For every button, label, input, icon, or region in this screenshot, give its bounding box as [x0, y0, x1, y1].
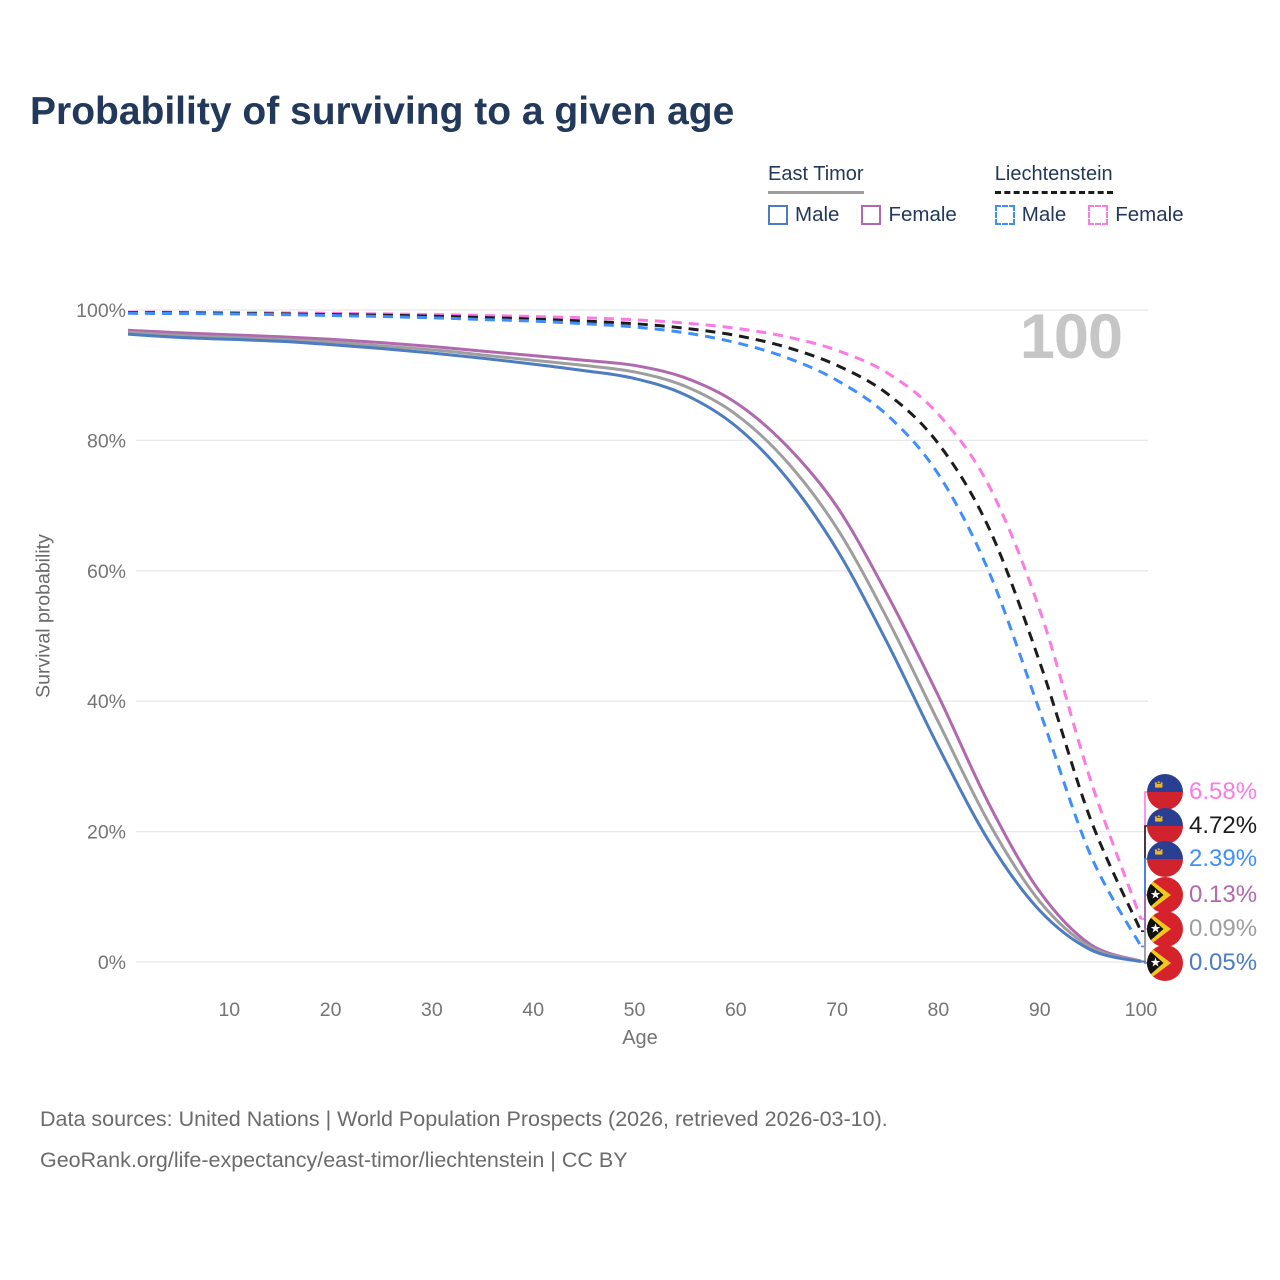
liechtenstein-flag-icon: [1147, 841, 1183, 877]
legend-group-east-timor: East Timor Male Female: [768, 163, 957, 227]
legend-item-east-timor-male[interactable]: Male: [768, 203, 839, 227]
legend-item-label: Male: [795, 203, 840, 226]
x-axis-title: Age: [622, 1027, 658, 1049]
x-tick-label: 60: [725, 999, 747, 1021]
curve-east-timor-male[interactable]: [127, 332, 1142, 964]
y-tick-label: 0%: [98, 952, 126, 974]
curve-east-timor-both-sexes[interactable]: [127, 330, 1142, 963]
dashed-swatch-icon: [1088, 205, 1109, 225]
end-label-row[interactable]: 2.39%: [1147, 841, 1257, 877]
legend-item-label: Male: [1021, 203, 1067, 226]
curve-liechtenstein-both-sexes[interactable]: [127, 311, 1143, 932]
y-tick-label: 100%: [76, 300, 126, 322]
curve-east-timor-female[interactable]: [127, 328, 1142, 963]
x-tick-label: 70: [826, 999, 848, 1021]
x-tick-label: 40: [522, 999, 544, 1021]
legend-item-label: Female: [888, 203, 957, 226]
y-axis-title: Survival probability: [32, 534, 55, 698]
solid-swatch-icon: [768, 205, 788, 225]
source-caption: Data sources: United Nations | World Pop…: [40, 1099, 888, 1181]
end-label-row[interactable]: 4.72%: [1147, 808, 1257, 844]
solid-swatch-icon: [861, 205, 882, 225]
end-label-value: 0.05%: [1189, 949, 1258, 976]
liechtenstein-flag-icon: [1147, 774, 1183, 810]
x-tick-label: 100: [1125, 999, 1158, 1021]
legend-items: Male Female: [768, 203, 957, 227]
liechtenstein-flag-icon: [1147, 808, 1183, 844]
y-tick-label: 20%: [87, 822, 126, 844]
caption-line-1: Data sources: United Nations | World Pop…: [40, 1107, 888, 1131]
end-label-row[interactable]: 6.58%: [1147, 774, 1257, 810]
y-tick-label: 60%: [87, 561, 126, 583]
end-label-row[interactable]: 0.09%: [1147, 911, 1257, 947]
end-label-value: 4.72%: [1189, 812, 1258, 839]
caption-line-2: GeoRank.org/life-expectancy/east-timor/l…: [40, 1148, 628, 1172]
x-tick-label: 80: [928, 999, 950, 1021]
curve-liechtenstein-female[interactable]: [127, 310, 1143, 920]
legend-group-title-liechtenstein: Liechtenstein: [994, 163, 1113, 194]
legend-item-liechtenstein-female[interactable]: Female: [1088, 203, 1184, 227]
end-label-value: 0.13%: [1189, 881, 1258, 908]
end-label-value: 2.39%: [1189, 845, 1258, 872]
chart-legend: East Timor Male Female Liechtenstein Mal…: [768, 163, 1184, 227]
x-tick-label: 30: [421, 999, 443, 1021]
age-watermark: 100: [1020, 302, 1122, 372]
legend-item-liechtenstein-male[interactable]: Male: [994, 203, 1067, 227]
y-tick-label: 40%: [87, 691, 126, 713]
x-tick-label: 90: [1029, 999, 1051, 1021]
east-timor-flag-icon: [1147, 911, 1183, 947]
x-tick-label: 10: [218, 999, 240, 1021]
legend-item-label: Female: [1115, 203, 1184, 226]
legend-items: Male Female: [994, 203, 1184, 227]
east-timor-flag-icon: [1147, 877, 1183, 913]
grid-layer: 0% 20% 40% 60% 80% 100% 10 20 30 40 50 60 70 80 90 100: [76, 300, 1157, 1021]
curves-layer: [127, 310, 1143, 964]
legend-group-title-east-timor: East Timor: [768, 163, 864, 194]
x-tick-label: 20: [320, 999, 342, 1021]
x-tick-label: 50: [624, 999, 646, 1021]
curve-liechtenstein-male[interactable]: [127, 311, 1143, 948]
end-label-row[interactable]: 0.05%: [1147, 945, 1257, 981]
end-label-value: 0.09%: [1189, 915, 1258, 942]
end-label-value: 6.58%: [1189, 778, 1258, 805]
page-title: Probability of surviving to a given age: [30, 90, 735, 133]
y-tick-label: 80%: [87, 430, 126, 452]
east-timor-flag-icon: [1147, 945, 1183, 981]
dashed-swatch-icon: [994, 205, 1015, 225]
legend-item-east-timor-female[interactable]: Female: [861, 203, 957, 227]
end-label-row[interactable]: 0.13%: [1147, 877, 1257, 913]
legend-group-liechtenstein: Liechtenstein Male Female: [994, 163, 1184, 227]
